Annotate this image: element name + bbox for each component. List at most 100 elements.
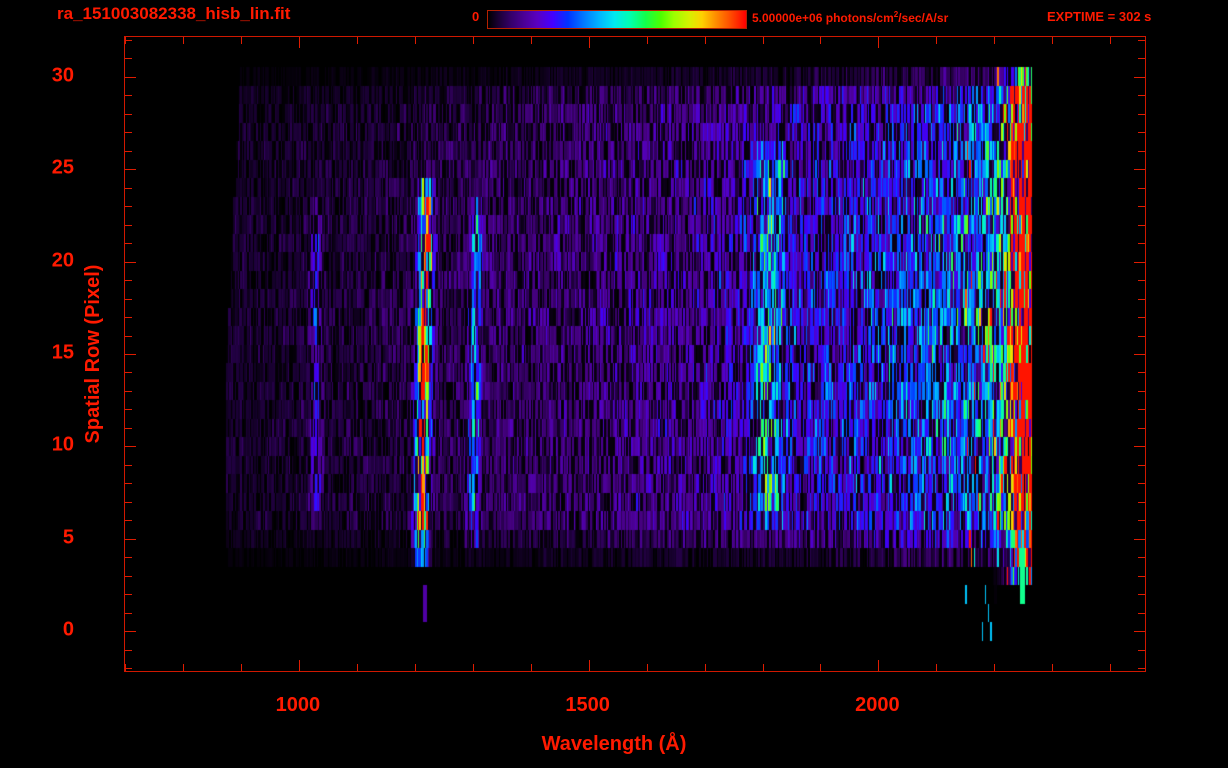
axis-minor-tick <box>1138 40 1145 41</box>
x-axis-tick-label: 2000 <box>855 694 900 716</box>
axis-minor-tick <box>1138 650 1145 651</box>
axis-minor-tick <box>1138 409 1145 410</box>
axis-minor-tick <box>1138 391 1145 392</box>
spectrogram-canvas <box>125 37 1145 671</box>
axis-minor-tick <box>1138 428 1145 429</box>
axis-minor-tick <box>357 664 358 671</box>
axis-minor-tick <box>1138 299 1145 300</box>
axis-minor-tick <box>125 557 132 558</box>
y-axis-title-wrap: Spatial Row (Pixel) <box>12 36 104 672</box>
axis-minor-tick <box>647 37 648 44</box>
axis-major-tick <box>125 77 136 78</box>
axis-minor-tick <box>473 37 474 44</box>
axis-major-tick <box>878 37 879 48</box>
axis-minor-tick <box>1138 188 1145 189</box>
x-axis-title: Wavelength (Å) <box>541 733 687 755</box>
axis-minor-tick <box>1138 613 1145 614</box>
axis-minor-tick <box>125 206 132 207</box>
axis-minor-tick <box>1138 243 1145 244</box>
axis-major-tick <box>589 37 590 48</box>
axis-minor-tick <box>1138 594 1145 595</box>
axis-minor-tick <box>1138 372 1145 373</box>
axis-major-tick <box>878 660 879 671</box>
axis-minor-tick <box>125 520 132 521</box>
axis-minor-tick <box>1138 132 1145 133</box>
y-axis-tick-label: 0 <box>62 618 74 641</box>
axis-major-tick <box>299 660 300 671</box>
y-axis-tick-label: 30 <box>51 64 74 87</box>
axis-minor-tick <box>415 37 416 44</box>
axis-minor-tick <box>125 576 132 577</box>
axis-minor-tick <box>1138 557 1145 558</box>
y-axis-title: Spatial Row (Pixel) <box>81 264 104 444</box>
axis-minor-tick <box>936 37 937 44</box>
axis-major-tick <box>299 37 300 48</box>
axis-minor-tick <box>125 37 126 44</box>
axis-minor-tick <box>125 299 132 300</box>
axis-minor-tick <box>125 151 132 152</box>
axis-minor-tick <box>1138 520 1145 521</box>
axis-minor-tick <box>1138 336 1145 337</box>
axis-minor-tick <box>125 502 132 503</box>
axis-minor-tick <box>1138 465 1145 466</box>
axis-minor-tick <box>125 336 132 337</box>
axis-minor-tick <box>125 391 132 392</box>
axis-minor-tick <box>125 114 132 115</box>
axis-minor-tick <box>473 664 474 671</box>
axis-minor-tick <box>125 465 132 466</box>
axis-minor-tick <box>1052 664 1053 671</box>
axis-major-tick <box>125 169 136 170</box>
axis-minor-tick <box>1052 37 1053 44</box>
axis-major-tick <box>1134 169 1145 170</box>
axis-minor-tick <box>763 37 764 44</box>
axis-minor-tick <box>125 95 132 96</box>
axis-major-tick <box>589 660 590 671</box>
axis-major-tick <box>1134 262 1145 263</box>
axis-minor-tick <box>183 37 184 44</box>
axis-minor-tick <box>125 40 132 41</box>
axis-minor-tick <box>1138 502 1145 503</box>
axis-minor-tick <box>357 37 358 44</box>
axis-minor-tick <box>125 188 132 189</box>
y-axis-tick-label: 25 <box>51 156 74 179</box>
axis-minor-tick <box>241 664 242 671</box>
axis-minor-tick <box>1110 664 1111 671</box>
axis-minor-tick <box>1138 280 1145 281</box>
axis-minor-tick <box>1138 576 1145 577</box>
axis-major-tick <box>1134 631 1145 632</box>
y-axis-tick-label: 20 <box>51 249 74 272</box>
axis-minor-tick <box>1138 114 1145 115</box>
axis-minor-tick <box>820 37 821 44</box>
axis-minor-tick <box>125 483 132 484</box>
axis-major-tick <box>1134 539 1145 540</box>
axis-minor-tick <box>1138 151 1145 152</box>
axis-minor-tick <box>1110 37 1111 44</box>
axis-minor-tick <box>994 37 995 44</box>
axis-minor-tick <box>936 664 937 671</box>
colorbar-units-pre: photons/cm <box>822 11 894 25</box>
axis-minor-tick <box>125 428 132 429</box>
axis-major-tick <box>125 446 136 447</box>
axis-minor-tick <box>647 664 648 671</box>
axis-minor-tick <box>820 664 821 671</box>
colorbar-min-label: 0 <box>472 9 480 24</box>
axis-major-tick <box>1134 77 1145 78</box>
colorbar-max-value: 5.00000e+06 <box>752 11 823 25</box>
axis-minor-tick <box>994 664 995 671</box>
axis-minor-tick <box>125 594 132 595</box>
exptime-label: EXPTIME = 302 s <box>1047 9 1152 24</box>
axis-major-tick <box>1134 446 1145 447</box>
axis-minor-tick <box>125 650 132 651</box>
axis-minor-tick <box>125 132 132 133</box>
axis-major-tick <box>125 262 136 263</box>
axis-minor-tick <box>125 613 132 614</box>
axis-minor-tick <box>125 409 132 410</box>
axis-minor-tick <box>705 664 706 671</box>
colorbar-units-exponent: 2 <box>893 10 899 19</box>
colorbar-max-label: 5.00000e+06 photons/cm2/sec/A/sr <box>752 10 948 25</box>
axis-major-tick <box>125 631 136 632</box>
axis-major-tick <box>125 354 136 355</box>
axis-minor-tick <box>125 317 132 318</box>
axis-minor-tick <box>763 664 764 671</box>
